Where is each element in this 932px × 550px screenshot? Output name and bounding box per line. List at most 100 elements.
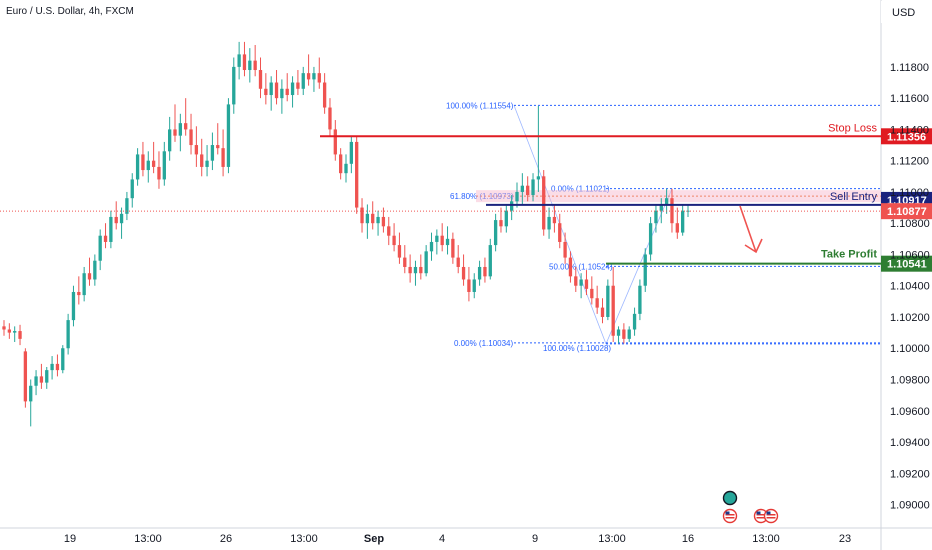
candle-body <box>151 160 156 167</box>
candle-body <box>248 60 252 71</box>
candle-body <box>226 104 231 167</box>
y-tick-label: 1.11200 <box>890 156 929 168</box>
calendar-event-icon[interactable] <box>722 490 738 506</box>
candle <box>467 266 471 302</box>
candle-body <box>456 257 460 267</box>
candle <box>638 279 642 321</box>
candle-body <box>61 348 65 371</box>
y-tick-label: 1.10000 <box>890 343 930 355</box>
fibonacci-retracement[interactable]: 100.00% (1.11554)61.80% (1.10973)0.00% (… <box>446 101 881 353</box>
candle-body <box>451 238 455 258</box>
candle-body <box>317 73 321 83</box>
x-tick-label: 26 <box>220 533 232 545</box>
candle <box>162 141 166 186</box>
candle <box>45 367 49 389</box>
candle-body <box>483 266 487 277</box>
candle <box>194 126 199 167</box>
candle-body <box>499 220 503 227</box>
candle <box>659 198 663 224</box>
candle <box>616 326 621 344</box>
candle-body <box>595 298 599 308</box>
candle-body <box>558 223 562 242</box>
candle-body <box>141 154 145 171</box>
time-axis[interactable]: 19 13:00 26 13:00 Sep 4 9 13:00 16 13:00 23 <box>64 533 851 545</box>
candle <box>2 320 6 336</box>
candle-body <box>301 73 305 89</box>
candle <box>648 216 653 261</box>
candle <box>477 260 482 286</box>
candle <box>205 145 209 177</box>
calendar-event-dot <box>722 490 738 506</box>
candle <box>355 135 359 214</box>
x-tick-label: 23 <box>839 533 851 545</box>
candle-body <box>493 220 498 246</box>
candle-body <box>23 351 28 402</box>
candle-body <box>680 210 685 233</box>
candle-body <box>371 213 375 224</box>
candle-body <box>290 82 295 96</box>
candle-body <box>670 198 674 224</box>
candle <box>23 348 28 408</box>
candle <box>606 279 610 321</box>
candle-body <box>627 329 631 339</box>
candle-body <box>167 129 172 152</box>
candle-body <box>531 179 535 196</box>
candle-body <box>590 288 594 299</box>
candle <box>392 223 396 252</box>
candle-body <box>306 73 311 80</box>
x-tick-label: Sep <box>364 533 384 545</box>
candle <box>285 73 289 102</box>
candle-body <box>616 329 621 336</box>
candle-body <box>419 266 423 274</box>
candle <box>509 195 514 221</box>
candle-body <box>146 160 150 171</box>
candle <box>280 79 284 114</box>
candle-body <box>216 145 220 149</box>
candle <box>675 207 679 239</box>
candle-body <box>162 151 166 180</box>
take-profit-label: Take Profit <box>821 249 877 261</box>
candle <box>157 151 161 189</box>
us-flag-icon[interactable] <box>753 508 769 524</box>
candle <box>590 276 594 305</box>
candle <box>167 116 172 161</box>
candle-body <box>349 141 354 164</box>
candle <box>531 173 535 202</box>
candle <box>558 213 562 249</box>
candle <box>595 285 599 314</box>
candle-body <box>322 82 327 108</box>
candle-body <box>606 285 610 317</box>
y-tick-label: 1.11000 <box>890 187 929 199</box>
candle <box>381 207 386 233</box>
candle-body <box>611 285 615 336</box>
flag-canton <box>766 511 771 515</box>
currency-box[interactable] <box>881 1 932 23</box>
candle <box>504 204 508 233</box>
candle-body <box>526 185 530 196</box>
candle-body <box>285 88 289 96</box>
candle-body <box>429 241 434 252</box>
candle <box>349 135 354 174</box>
candle <box>264 73 268 105</box>
candle-body <box>103 235 108 242</box>
us-flag-icon[interactable] <box>722 508 738 524</box>
candle <box>632 307 637 336</box>
take-profit-price-tag: 1.10541 <box>887 259 927 271</box>
economic-events[interactable] <box>722 490 779 524</box>
price-axis[interactable]: 1.11800 1.11600 1.11400 1.11200 1.11000 1.108… <box>890 62 930 512</box>
candle-body <box>328 107 332 130</box>
candle-body <box>574 276 578 286</box>
candle <box>536 105 541 192</box>
candle <box>226 98 231 174</box>
candle <box>552 204 557 233</box>
candle-body <box>504 210 508 227</box>
sell-entry-label: Sell Entry <box>830 191 878 203</box>
y-tick-label: 1.09400 <box>890 437 930 449</box>
us-flag-icon[interactable] <box>763 508 779 524</box>
candle-body <box>18 331 22 339</box>
y-tick-label: 1.10400 <box>890 281 930 293</box>
y-tick-label: 1.10800 <box>890 218 930 230</box>
candle-body <box>344 163 348 174</box>
